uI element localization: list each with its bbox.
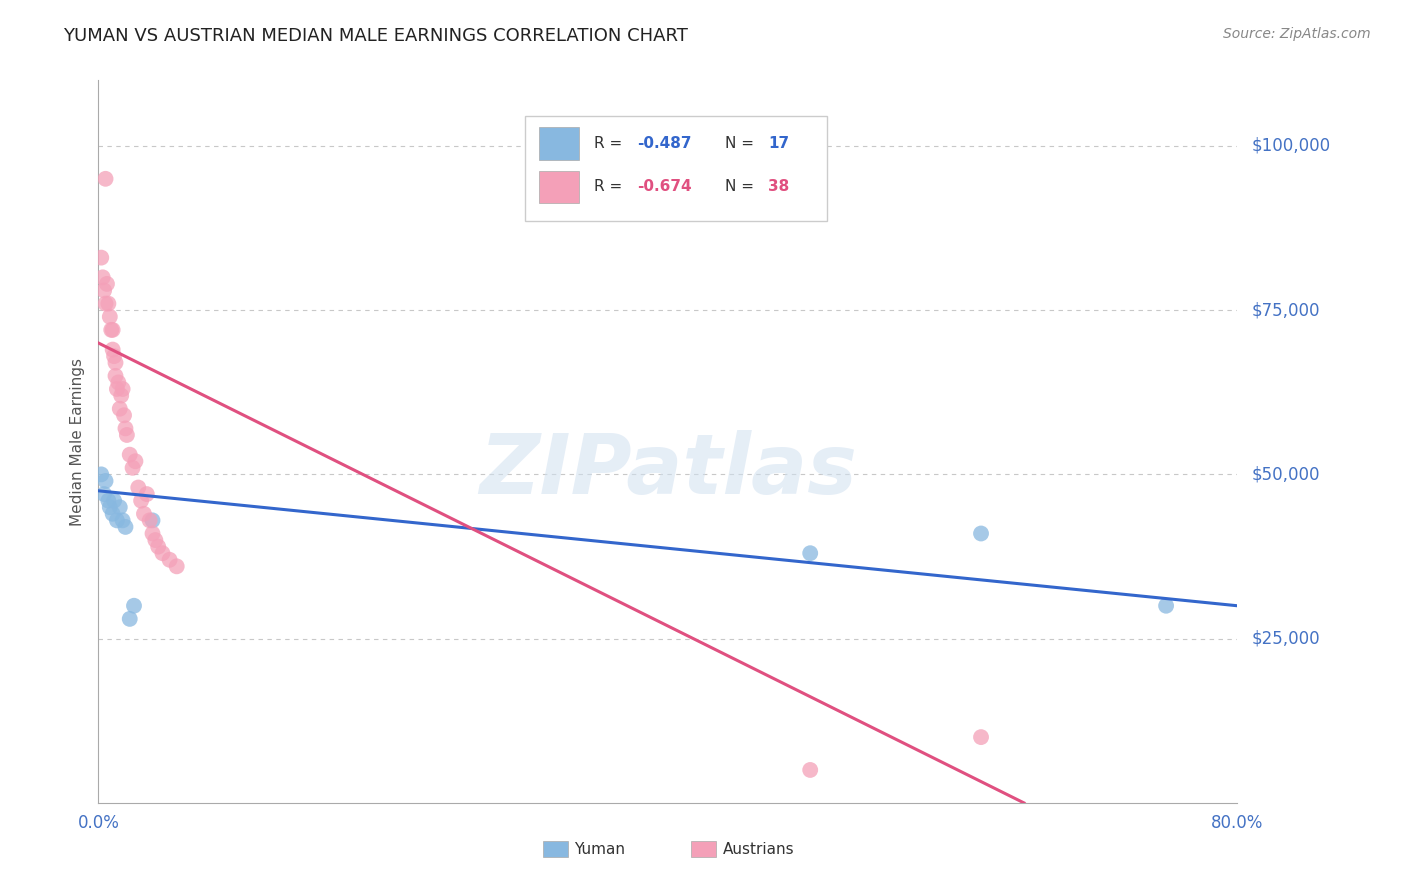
Text: -0.487: -0.487: [637, 136, 692, 151]
Point: [104, 356, 127, 370]
Point: [970, 730, 993, 744]
Point: [97, 296, 120, 310]
Point: [90, 251, 112, 265]
Point: [159, 553, 181, 567]
Point: [98, 500, 121, 515]
Point: [94, 296, 117, 310]
Point: [101, 507, 124, 521]
Point: [1154, 599, 1177, 613]
Point: [799, 546, 821, 560]
Text: $75,000: $75,000: [1251, 301, 1320, 319]
Point: [138, 513, 160, 527]
Point: [127, 481, 149, 495]
Point: [101, 343, 124, 357]
Point: [98, 310, 121, 324]
Point: [90, 467, 112, 482]
Text: $100,000: $100,000: [1251, 137, 1330, 155]
Point: [970, 526, 993, 541]
Point: [103, 493, 125, 508]
Point: [96, 277, 118, 291]
Point: [141, 513, 163, 527]
Text: Source: ZipAtlas.com: Source: ZipAtlas.com: [1223, 27, 1371, 41]
Point: [93, 284, 115, 298]
Point: [101, 323, 124, 337]
Point: [105, 513, 128, 527]
Text: $25,000: $25,000: [1251, 630, 1320, 648]
Point: [94, 474, 117, 488]
Point: [104, 368, 127, 383]
Point: [129, 493, 152, 508]
FancyBboxPatch shape: [690, 841, 716, 857]
Point: [152, 546, 174, 560]
Text: R =: R =: [593, 136, 627, 151]
Point: [166, 559, 188, 574]
Point: [135, 487, 157, 501]
Point: [118, 448, 141, 462]
Point: [114, 421, 136, 435]
Point: [141, 526, 163, 541]
Point: [105, 382, 128, 396]
Point: [114, 520, 136, 534]
Point: [110, 388, 132, 402]
FancyBboxPatch shape: [526, 116, 827, 221]
Text: ZIPatlas: ZIPatlas: [479, 430, 856, 511]
Y-axis label: Median Male Earnings: Median Male Earnings: [70, 358, 86, 525]
Point: [93, 487, 115, 501]
Point: [107, 376, 129, 390]
Text: Yuman: Yuman: [575, 841, 626, 856]
Point: [132, 507, 155, 521]
Text: 38: 38: [768, 179, 789, 194]
Text: YUMAN VS AUSTRIAN MEDIAN MALE EARNINGS CORRELATION CHART: YUMAN VS AUSTRIAN MEDIAN MALE EARNINGS C…: [63, 27, 688, 45]
FancyBboxPatch shape: [538, 170, 579, 203]
Point: [111, 382, 134, 396]
FancyBboxPatch shape: [543, 841, 568, 857]
Text: N =: N =: [725, 136, 759, 151]
Point: [115, 428, 138, 442]
Point: [124, 454, 146, 468]
Point: [108, 500, 131, 515]
Text: 17: 17: [768, 136, 789, 151]
Point: [100, 323, 122, 337]
Text: $50,000: $50,000: [1251, 466, 1320, 483]
Point: [97, 493, 120, 508]
Point: [103, 349, 125, 363]
Point: [111, 513, 134, 527]
Text: N =: N =: [725, 179, 759, 194]
Point: [108, 401, 131, 416]
Point: [145, 533, 167, 547]
Text: -0.674: -0.674: [637, 179, 692, 194]
Point: [118, 612, 141, 626]
Point: [94, 171, 117, 186]
Point: [122, 599, 145, 613]
Text: R =: R =: [593, 179, 627, 194]
Point: [148, 540, 170, 554]
FancyBboxPatch shape: [538, 128, 579, 160]
Text: Austrians: Austrians: [723, 841, 794, 856]
Point: [121, 460, 143, 475]
Point: [799, 763, 821, 777]
Point: [91, 270, 114, 285]
Point: [112, 409, 135, 423]
